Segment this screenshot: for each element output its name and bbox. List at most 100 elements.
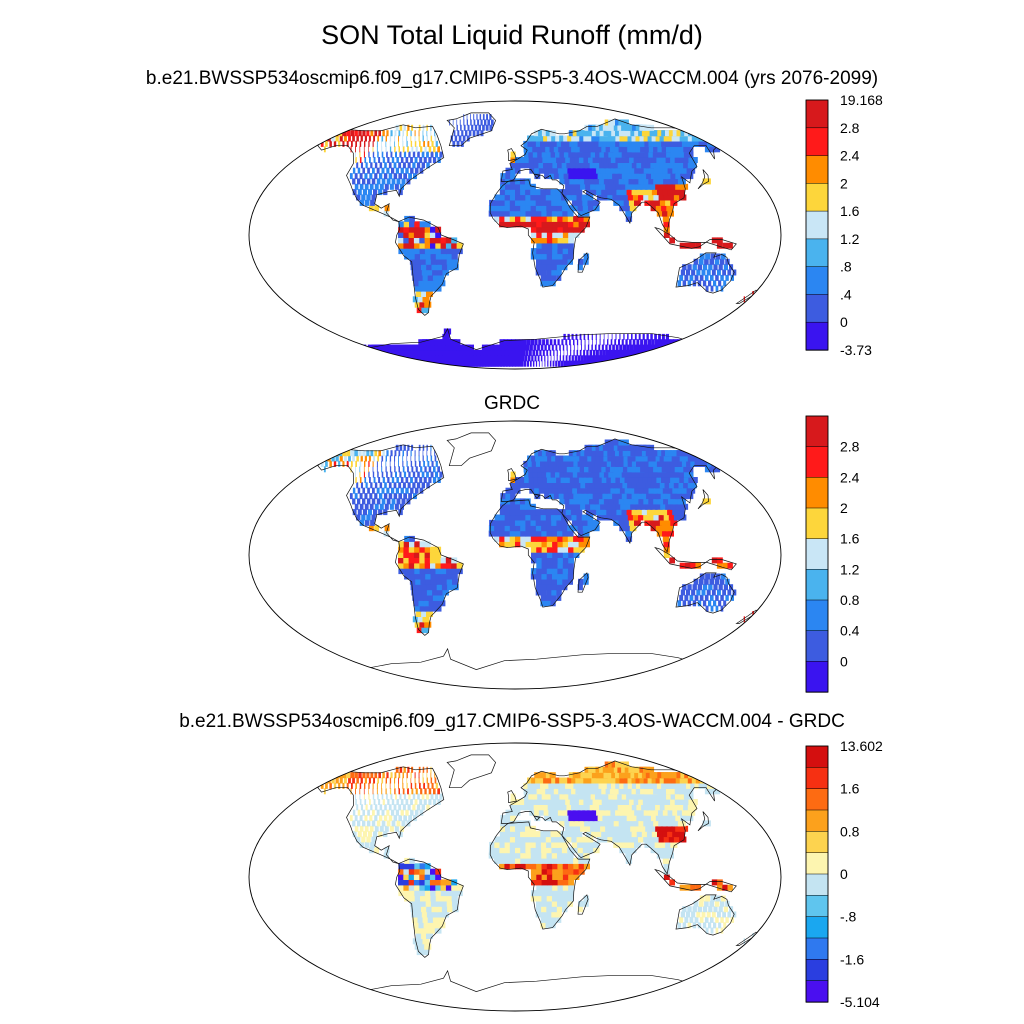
grid-cell: [398, 546, 404, 553]
grid-cell: [410, 477, 413, 483]
grid-cell: [433, 466, 436, 473]
grid-cell: [505, 183, 511, 190]
grid-cell: [618, 498, 626, 505]
grid-cell: [557, 863, 564, 870]
grid-cell: [438, 594, 445, 601]
grid-cell: [412, 938, 420, 945]
grid-cell: [668, 498, 676, 505]
grid-cell: [687, 906, 692, 913]
grid-cell: [456, 562, 463, 569]
grid-cell: [359, 477, 362, 483]
grid-cell: [430, 573, 437, 580]
grid-cell: [435, 460, 438, 467]
grid-cell: [701, 589, 706, 596]
grid-cell: [607, 194, 614, 201]
grid-cell: [597, 788, 605, 795]
grid-cell: [515, 525, 521, 532]
grid-cell: [641, 189, 649, 196]
grid-cell: [546, 852, 553, 859]
grid-cell: [578, 535, 585, 542]
grid-cell: [398, 863, 404, 870]
grid-cell: [655, 815, 664, 822]
grid-cell: [569, 157, 577, 163]
grid-cell: [596, 167, 604, 174]
grid-cell: [473, 114, 475, 121]
grid-cell: [579, 777, 587, 784]
grid-cell: [373, 455, 375, 462]
grid-cell: [466, 114, 468, 121]
grid-cell: [358, 349, 373, 356]
grid-cell: [418, 600, 426, 607]
grid-cell: [418, 135, 420, 142]
grid-cell: [451, 562, 458, 569]
grid-cell: [602, 349, 606, 356]
grid-cell: [540, 194, 547, 201]
grid-cell: [556, 782, 563, 789]
grid-cell: [389, 135, 392, 142]
grid-cell: [357, 167, 361, 174]
grid-cell: [529, 482, 535, 489]
grid-cell: [445, 879, 452, 886]
grid-cell: [376, 466, 378, 473]
grid-cell: [572, 205, 579, 212]
grid-cell: [388, 162, 392, 169]
grid-cell: [417, 793, 420, 800]
grid-cell: [662, 852, 669, 859]
grid-cell: [722, 269, 726, 276]
grid-cell: [546, 578, 553, 585]
grid-cell: [453, 339, 461, 346]
grid-cell: [574, 157, 581, 163]
grid-cell: [688, 450, 701, 457]
grid-cell: [359, 815, 363, 822]
grid-cell: [504, 210, 511, 217]
grid-cell: [568, 173, 575, 180]
grid-cell: [381, 135, 384, 142]
grid-cell: [515, 863, 521, 870]
grid-cell: [432, 157, 437, 163]
grid-cell: [722, 911, 726, 918]
grid-cell: [412, 616, 420, 623]
grid-cell: [583, 777, 591, 784]
grid-cell: [400, 477, 404, 483]
grid-cell: [359, 199, 365, 206]
grid-cell: [607, 333, 609, 340]
grid-cell: [388, 173, 393, 180]
grid-cell: [634, 487, 642, 494]
grid-cell: [621, 189, 629, 196]
grid-cell: [505, 173, 511, 180]
grid-cell: [661, 525, 668, 532]
grid-cell: [376, 487, 380, 494]
grid-cell: [525, 825, 531, 832]
grid-cell: [665, 339, 671, 346]
grid-cell: [687, 804, 697, 811]
grid-cell: [480, 130, 484, 137]
grid-cell: [524, 804, 530, 811]
grid-cell: [525, 541, 532, 548]
grid-cell: [653, 167, 662, 174]
grid-cell: [520, 831, 526, 838]
grid-cell: [413, 600, 421, 607]
grid-cell: [534, 809, 540, 816]
figure-title: SON Total Liquid Runoff (mm/d): [321, 20, 703, 50]
grid-cell: [527, 146, 534, 153]
grid-cell: [610, 809, 618, 816]
grid-cell: [717, 879, 723, 886]
grid-cell: [622, 344, 626, 351]
grid-cell: [524, 498, 531, 505]
grid-cell: [633, 344, 638, 351]
grid-cell: [532, 360, 535, 367]
grid-cell: [546, 900, 553, 907]
grid-cell: [398, 146, 400, 153]
grid-cell: [488, 530, 495, 537]
grid-cell: [565, 157, 572, 163]
grid-cell: [390, 772, 393, 779]
grid-cell: [708, 280, 712, 287]
grid-cell: [622, 482, 630, 489]
grid-cell: [462, 135, 466, 142]
grid-cell: [651, 189, 660, 196]
grid-cell: [693, 258, 699, 265]
grid-cell: [541, 525, 548, 532]
grid-cell: [430, 450, 432, 457]
grid-cell: [410, 360, 425, 367]
grid-cell: [636, 804, 645, 811]
